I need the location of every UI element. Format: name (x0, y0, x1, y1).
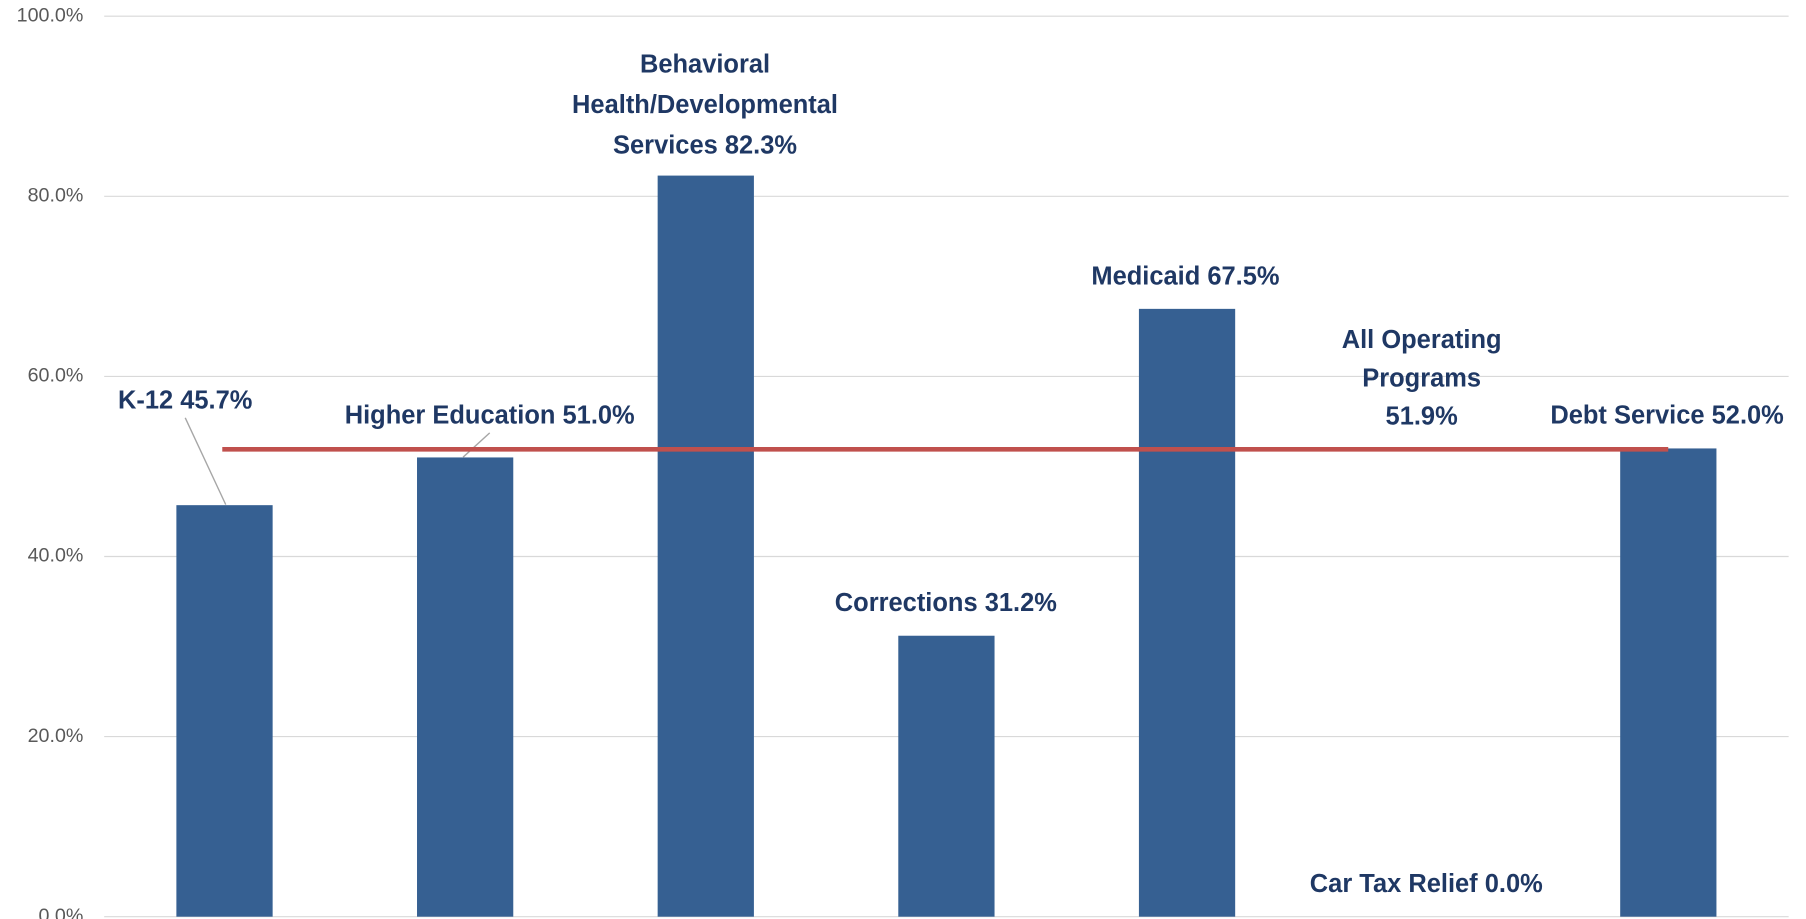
bar (176, 505, 273, 917)
bar (898, 635, 995, 917)
y-tick-label: 20.0% (28, 725, 84, 747)
data-label: Services 82.3% (613, 132, 797, 160)
data-label: Health/Developmental (572, 91, 838, 119)
data-label: Behavioral (640, 51, 770, 79)
y-tick-label: 0.0% (39, 905, 84, 919)
y-tick-label: 60.0% (28, 365, 84, 387)
data-label: Debt Service 52.0% (1550, 401, 1783, 429)
data-label: K-12 45.7% (118, 386, 252, 414)
y-tick-label: 100.0% (17, 4, 84, 26)
data-label: Medicaid 67.5% (1091, 263, 1279, 291)
y-tick-label: 40.0% (28, 545, 84, 567)
reference-label: 51.9% (1386, 403, 1458, 431)
data-label: Car Tax Relief 0.0% (1310, 870, 1543, 898)
y-tick-label: 80.0% (28, 185, 84, 207)
bar (417, 457, 514, 917)
reference-label: All Operating (1342, 326, 1502, 354)
bar (1620, 448, 1717, 917)
reference-label: Programs (1362, 364, 1481, 392)
data-label: Corrections 31.2% (835, 589, 1057, 617)
bar (1138, 308, 1236, 917)
bar (657, 175, 754, 917)
leader-line (462, 432, 491, 458)
leader-line (184, 417, 227, 505)
data-label: Higher Education 51.0% (345, 401, 635, 429)
